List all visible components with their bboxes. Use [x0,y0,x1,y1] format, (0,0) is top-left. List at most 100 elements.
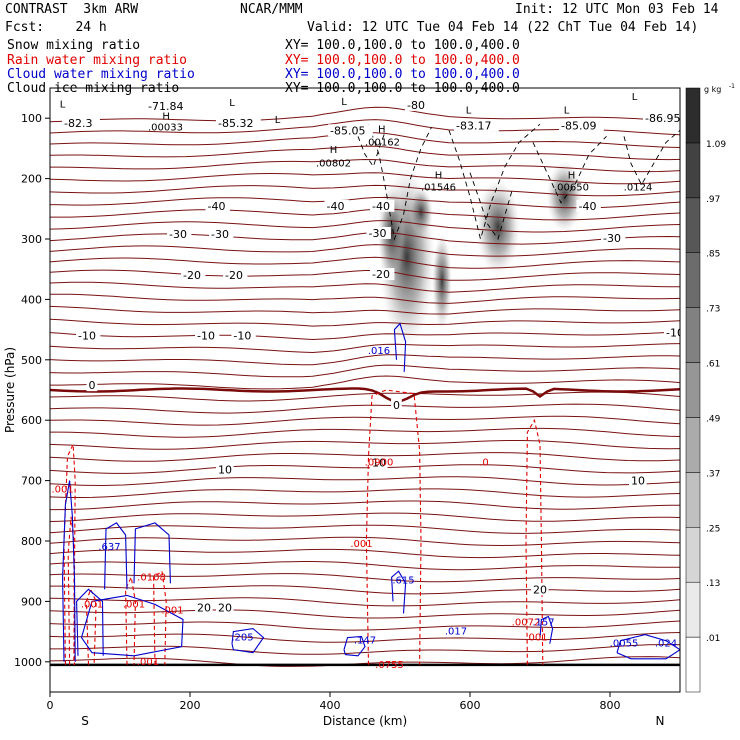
cloud-water-contour-1 [76,588,104,656]
rain-contour-5 [153,570,167,665]
rain-contour-1 [525,418,544,665]
hl-marker-11: H [568,171,576,182]
isotherm-line-44 [50,644,680,655]
isotherm-line-30 [50,476,680,487]
temp-label-bg-12 [167,228,192,241]
isotherm-line-3 [50,145,680,161]
colorbar-segment-0 [685,636,701,693]
isotherm-line-5 [50,172,680,185]
maxima-label-2: .00162 [365,137,400,148]
isotherm-line-9 [50,220,680,233]
cloud-water-contour-7 [231,628,265,654]
maxima-label-8: .0 [479,458,489,469]
temp-label-bg-1 [146,100,191,113]
rain-contour-0 [365,389,422,665]
isotherm-line-7 [50,196,680,209]
ice-contour-4 [357,133,386,168]
hl-marker-6: L [632,92,638,103]
isotherm-line-24 [50,403,680,414]
colorbar-segment-10 [685,87,701,144]
cloud-water-contour-2 [104,522,128,590]
isotherm-line-38 [50,573,680,583]
temp-label-bg-20 [195,329,220,342]
x-tick-label-4: 800 [600,699,621,712]
ice-contour-0 [368,124,432,241]
hl-marker-1: L [229,98,235,109]
field-rain-name: Rain water mixing ratio [7,53,188,68]
temp-label-bg-3 [405,98,430,111]
maxima-label-4: .00650 [554,183,589,194]
colorbar-label-1: .13 [706,579,720,589]
maxima-label-1: .00802 [316,159,351,170]
y-tick-label-3: 400 [21,293,42,306]
field-snow-xy: XY= 100.0,100.0 to 100.0,400.0 [285,38,520,53]
isotherm-line-21 [50,364,680,378]
temp-label-bg-14 [366,226,391,239]
temp-label-15: -30 [603,232,621,245]
cloud-water-contour-3 [133,522,171,584]
isotherm-line-8 [50,208,680,221]
isotherm-line-26 [50,427,680,438]
temp-label-bg-26 [370,456,388,469]
temp-label-25: 10 [218,464,232,477]
hl-marker-10: H [435,171,443,182]
isotherm-line-10 [50,231,680,245]
isotherm-line-12 [50,256,680,269]
maxima-label-16: .147 [354,636,376,647]
colorbar-segment-8 [685,197,701,253]
colorbar-label-0: .01 [706,634,720,644]
temp-label-23: 0 [89,379,96,392]
isotherm-line-39 [50,585,680,595]
temp-label-bg-11 [576,199,601,212]
temp-label-bg-18 [370,268,395,281]
y-tick-label-0: 100 [21,112,42,125]
temp-label-22: -10 [666,327,684,340]
temp-label-bg-27 [629,474,647,487]
isotherm-line-41 [50,609,680,619]
temp-label-bg-4 [328,124,373,137]
isotherm-line-25 [50,415,680,426]
ice-contour-2 [532,135,607,204]
isotherm-line-14 [50,281,680,293]
isotherm-line-37 [50,561,680,571]
maxima-label-3: .01546 [421,183,456,194]
hl-marker-9: H [378,125,386,136]
temp-label-bg-2 [216,117,261,130]
isotherm-line-31 [50,488,680,498]
isotherm-line-40 [50,597,680,607]
colorbar-unit-exponent: -1 [729,83,735,90]
isotherm-line-20 [50,354,680,366]
maxima-label-18: .001 [525,633,547,644]
temp-label-21: -10 [233,330,251,343]
x-tick-label-2: 400 [320,699,341,712]
colorbar-label-2: .25 [706,524,720,534]
temp-label-28: 20 [197,601,211,614]
temp-label-6: -85.09 [561,119,596,132]
hl-marker-5: L [564,105,570,116]
temp-label-7: -86.95 [645,112,680,125]
maxima-label-23: .001 [161,605,183,616]
plot-frame-border [49,87,681,693]
isotherm-line-15 [50,293,680,304]
maxima-label-9: .001 [51,485,73,496]
hl-marker-2: L [341,97,347,108]
isotherm-line-45 [50,656,680,667]
temp-label-5: -83.17 [456,119,491,132]
temp-label-bg-10 [370,199,395,212]
field-rain-xy: XY= 100.0,100.0 to 100.0,400.0 [285,53,520,68]
maxima-label-25: .0108 [137,572,166,583]
rain-contour-4 [125,575,136,665]
isotherm-line-13 [50,269,680,281]
x-axis-title: Distance (km) [323,714,407,728]
hl-marker-7: H [162,111,170,122]
field-cloudwater-xy: XY= 100.0,100.0 to 100.0,400.0 [285,67,520,82]
isotherm-line-6 [50,184,680,197]
temp-label-bg-24 [391,399,402,412]
colorbar-segment-1 [685,581,701,638]
maxima-label-5: .0124 [624,183,653,194]
temp-label-bg-6 [559,119,604,132]
temp-label-16: -20 [183,269,201,282]
y-tick-label-6: 700 [21,475,42,488]
maxima-label-24: .001 [137,657,159,668]
isotherm-line-29 [50,464,680,474]
